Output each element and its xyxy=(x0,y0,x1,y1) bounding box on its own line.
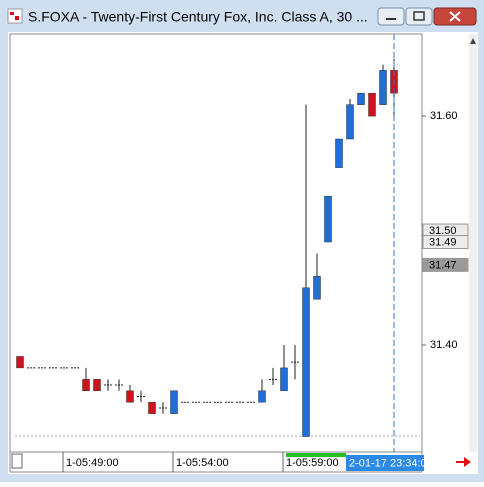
icon-mark xyxy=(10,12,14,15)
candle-body xyxy=(16,356,24,369)
y-tick-label: 31.60 xyxy=(430,110,458,122)
maximize-icon xyxy=(413,11,425,21)
cursor-label: 2-01-17 23:34:00 xyxy=(349,457,433,469)
x-tick-label: 1-05:49:00 xyxy=(66,457,119,469)
candle-body xyxy=(368,92,376,117)
scroll-box[interactable] xyxy=(11,453,23,469)
x-tick-label: 1-05:54:00 xyxy=(176,457,229,469)
candle-body xyxy=(346,104,354,140)
candle-body xyxy=(126,390,134,403)
green-bar xyxy=(286,453,346,457)
scrollbar[interactable] xyxy=(469,34,477,452)
maximize-button[interactable] xyxy=(405,7,433,26)
candle-body xyxy=(379,70,387,105)
candle-body xyxy=(93,379,101,392)
candle-body xyxy=(335,138,343,168)
candle-body xyxy=(357,92,365,105)
candle-body xyxy=(148,401,156,414)
candle-body xyxy=(302,287,310,437)
window-title: S.FOXA - Twenty-First Century Fox, Inc. … xyxy=(28,9,368,25)
y-tick-label: 31.40 xyxy=(430,339,458,351)
close-icon xyxy=(449,11,461,22)
x-tick-label: 1-05:59:00 xyxy=(286,457,339,469)
candle-body xyxy=(324,195,332,243)
candle-body xyxy=(313,276,321,300)
candle-body xyxy=(170,390,178,414)
candle-body xyxy=(82,379,90,392)
candle-body xyxy=(280,367,288,392)
cursor-label-box xyxy=(346,455,424,471)
plot-area xyxy=(9,33,423,453)
minimize-button[interactable] xyxy=(377,7,405,26)
scroll-right-arrow[interactable] xyxy=(456,457,471,467)
price-marker xyxy=(422,235,469,249)
icon-mark xyxy=(15,16,19,20)
price-marker xyxy=(422,257,469,272)
price-marker-label: 31.49 xyxy=(429,236,457,248)
scroll-arrow[interactable] xyxy=(470,38,476,44)
price-marker-label: 31.47 xyxy=(429,259,457,271)
price-marker-label: 31.50 xyxy=(429,225,457,237)
candle-body xyxy=(258,390,266,403)
